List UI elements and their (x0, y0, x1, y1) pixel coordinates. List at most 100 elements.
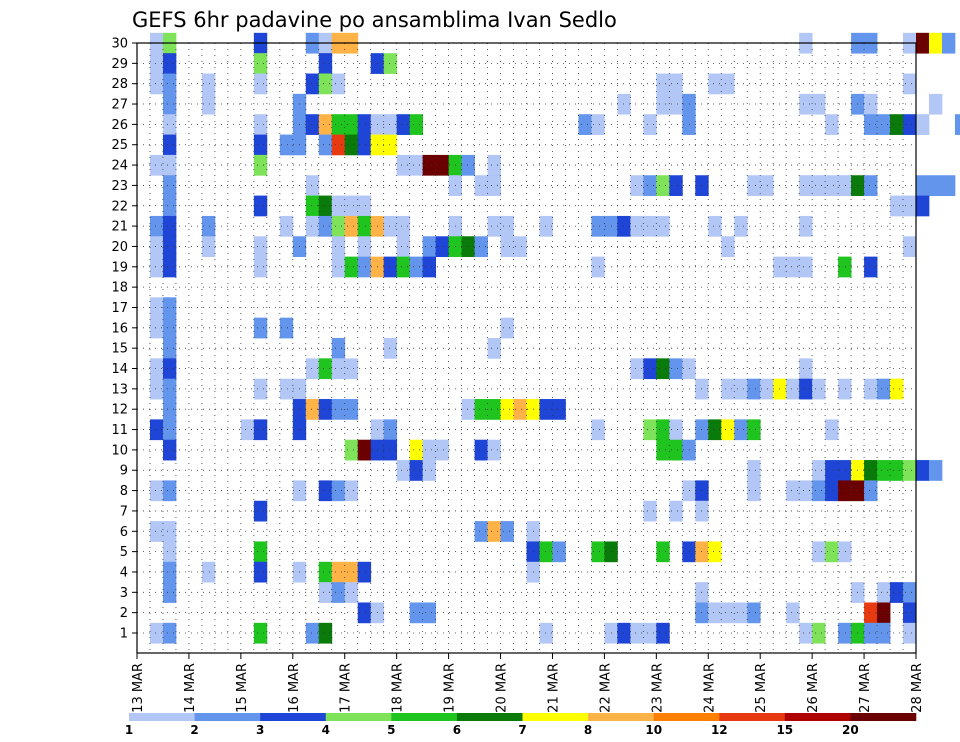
heatmap-cell (162, 521, 177, 542)
colorbar-tick-label: 4 (322, 723, 330, 737)
heatmap-cell (721, 236, 735, 258)
heatmap-cell (383, 419, 398, 441)
heatmap-cell (487, 521, 501, 542)
heatmap-cell (357, 256, 372, 278)
heatmap-cell (643, 622, 657, 644)
heatmap-cell (838, 460, 852, 481)
y-tick-label: 17 (111, 301, 128, 316)
heatmap-cell (864, 378, 878, 400)
heatmap-cell (630, 215, 644, 237)
y-tick-label: 30 (111, 37, 128, 52)
y-tick-label: 11 (111, 423, 128, 438)
heatmap-cell (954, 114, 960, 135)
heatmap-cell (721, 73, 735, 95)
y-tick-label: 9 (120, 464, 128, 479)
colorbar-tick-label: 7 (518, 723, 526, 737)
colorbar-tick-label: 6 (453, 723, 461, 737)
colorbar-segment (260, 713, 327, 721)
x-tick-label: 17 MAR (339, 663, 354, 713)
heatmap-cell (669, 500, 683, 522)
heatmap-cell (253, 134, 268, 156)
heatmap-cell (825, 541, 839, 563)
heatmap-cell (864, 175, 878, 196)
heatmap-cell (799, 480, 813, 502)
heatmap-cell (513, 236, 527, 258)
colorbar-segment (325, 713, 392, 721)
heatmap-cell (669, 419, 683, 441)
heatmap-cell (786, 378, 800, 400)
heatmap-cell (162, 93, 177, 115)
colorbar-segment (653, 713, 720, 721)
colorbar-segment (456, 713, 523, 721)
heatmap-cell (331, 73, 346, 95)
heatmap-cell (409, 256, 424, 278)
x-tick-label: 24 MAR (702, 663, 717, 713)
heatmap-cell (591, 419, 605, 441)
heatmap-cell (149, 256, 164, 278)
heatmap-cell (500, 215, 514, 237)
heatmap-cell (890, 195, 904, 217)
heatmap-cell (941, 32, 956, 54)
heatmap-cell (500, 317, 514, 339)
heatmap-cell (838, 378, 852, 400)
colorbar-tick-label: 2 (190, 723, 198, 737)
heatmap-cell (903, 622, 917, 644)
heatmap-cell (383, 256, 398, 278)
heatmap-cell (877, 582, 891, 603)
heatmap-cell (474, 399, 488, 420)
colorbar-segment (194, 713, 261, 721)
heatmap-cell (812, 480, 826, 502)
heatmap-cell (903, 602, 917, 624)
heatmap-cell (422, 460, 437, 481)
heatmap-cell (422, 154, 437, 176)
colorbar-segment (719, 713, 786, 721)
heatmap-cell (162, 134, 177, 156)
heatmap-cell (487, 215, 501, 237)
heatmap-cell (539, 399, 553, 420)
heatmap-cell (864, 622, 878, 644)
heatmap-cell (812, 93, 826, 115)
heatmap-cell (149, 297, 164, 319)
heatmap-cell (864, 480, 878, 502)
heatmap-cell (877, 622, 891, 644)
heatmap-cell (734, 419, 748, 441)
y-axis: 1234567891011121314151617181920212223242… (111, 37, 137, 642)
heatmap-cell (201, 93, 216, 115)
heatmap-cell (656, 358, 670, 380)
heatmap-cell (162, 73, 177, 95)
colorbar-segment (850, 713, 917, 721)
heatmap-cell (149, 419, 164, 441)
y-tick-label: 20 (111, 240, 128, 255)
heatmap-cell (682, 541, 696, 563)
heatmap-cell (890, 378, 904, 400)
heatmap-cell (552, 399, 566, 420)
heatmap-cell (409, 439, 424, 461)
heatmap-cell (734, 378, 748, 400)
heatmap-cell (318, 215, 333, 237)
heatmap-cell (760, 175, 774, 196)
heatmap-cell (591, 114, 605, 135)
heatmap-cell (240, 419, 255, 441)
x-tick-label: 18 MAR (391, 663, 406, 713)
heatmap-cell (305, 114, 320, 135)
colorbar-segment (588, 713, 654, 721)
heatmap-cell (422, 439, 437, 461)
colorbar-tick-label: 5 (387, 723, 395, 737)
heatmap-cell (825, 175, 839, 196)
heatmap-cell (409, 602, 424, 624)
heatmap-cell (357, 602, 372, 624)
heatmap-cell (708, 215, 722, 237)
colorbar-segment (784, 713, 851, 721)
y-tick-label: 23 (111, 179, 128, 194)
heatmap-cell (162, 236, 177, 258)
heatmap-cell (799, 215, 813, 237)
heatmap-cell (162, 582, 177, 603)
heatmap-cell (357, 114, 372, 135)
heatmap-cell (331, 215, 346, 237)
heatmap-cell (656, 73, 670, 95)
heatmap-cell (201, 73, 216, 95)
heatmap-cell (747, 460, 761, 481)
heatmap-cell (162, 195, 177, 217)
heatmap-cell (903, 582, 917, 603)
heatmap-cell (864, 114, 878, 135)
